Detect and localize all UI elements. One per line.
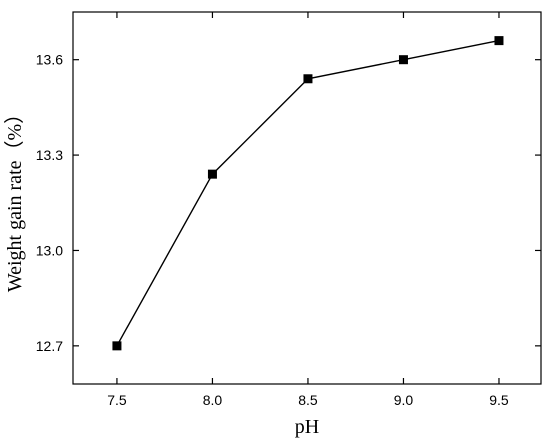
y-axis-ticks: 12.7 13.0 13.3 13.6 [36, 52, 541, 354]
x-axis-title: pH [295, 416, 319, 438]
x-tick-label: 9.0 [394, 392, 414, 408]
data-point-marker [207, 169, 217, 179]
data-point-marker [112, 341, 122, 351]
series-layer [112, 36, 504, 351]
plot-frame [72, 11, 542, 385]
data-point-marker [494, 36, 504, 46]
y-tick-label: 12.7 [36, 338, 63, 354]
x-tick-label: 7.5 [107, 392, 127, 408]
data-point-marker [398, 55, 408, 65]
x-tick-label: 8.5 [298, 392, 318, 408]
y-tick-label: 13.3 [36, 147, 63, 163]
y-tick-label: 13.6 [36, 52, 63, 68]
y-tick-label: 13.0 [36, 242, 63, 258]
x-tick-label: 8.0 [203, 392, 223, 408]
x-tick-label: 9.5 [489, 392, 509, 408]
series-line [116, 39, 500, 347]
x-axis-ticks: 7.5 8.0 8.5 9.0 9.5 [107, 12, 509, 408]
y-axis-title: Weight gain rate（%） [3, 104, 26, 292]
data-point-marker [303, 74, 313, 84]
